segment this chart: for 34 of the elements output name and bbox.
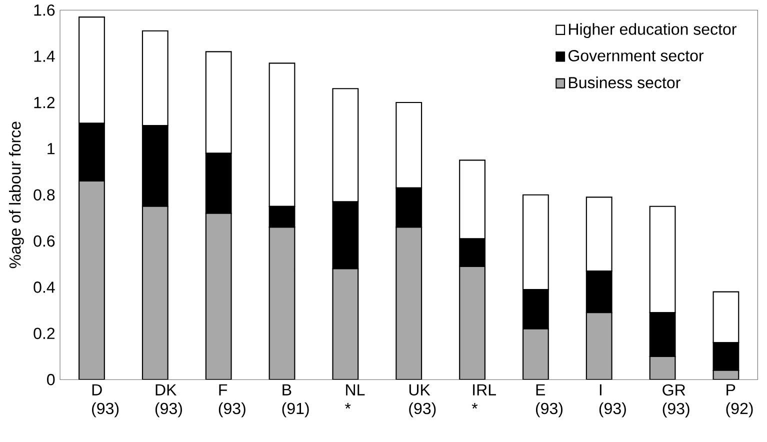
legend-label: Government sector [568,50,704,62]
y-tick-label: 0.6 [34,236,55,247]
x-tick-label: IRL * [472,384,496,409]
x-tick-label: E (93) [536,384,562,418]
bar [268,226,296,380]
y-tick-label: 0.8 [34,189,55,201]
y-tick-label: 1.6 [34,4,55,16]
x-tick-label: F (93) [218,384,246,418]
bar [205,212,232,380]
bar [142,206,168,380]
x-tick-label: DK (93) [155,384,182,418]
y-axis-title: %age of labour force [8,122,24,268]
bar [649,356,676,380]
x-tick-label: P (92) [726,384,753,418]
y-tick-label: 0.4 [34,282,55,294]
y-tick-label: 1 [48,143,55,154]
x-tick-label: UK (93) [409,384,436,418]
legend-label: Higher education sector [569,23,736,38]
bar [332,268,359,380]
bar [78,180,105,380]
y-tick-label: 1.2 [34,97,55,108]
x-tick-label: D (93) [92,384,119,418]
bar [522,328,549,380]
bar [459,266,486,380]
x-tick-label: NL * [345,384,365,409]
x-tick-label: B (91) [282,384,309,418]
y-tick-label: 1.4 [34,50,55,62]
y-tick-label: 0 [47,374,55,386]
x-tick-label: GR (93) [662,384,690,418]
y-tick-label: 0.2 [34,328,55,340]
x-tick-label: I (93) [599,384,626,418]
legend-label: Business sector [569,76,680,88]
bar [396,226,422,380]
bar [586,312,612,380]
